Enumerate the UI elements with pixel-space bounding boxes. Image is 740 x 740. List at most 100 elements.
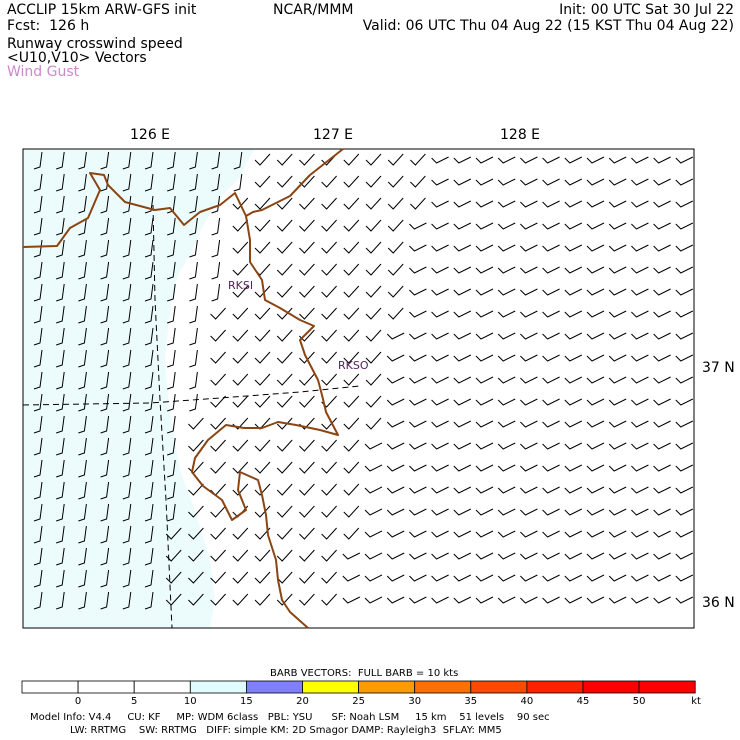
wind-barb <box>631 244 649 252</box>
wind-barb <box>342 552 361 560</box>
wind-barb <box>56 459 65 478</box>
wind-barb <box>78 591 87 610</box>
wind-barb <box>542 464 560 472</box>
wind-barb <box>210 505 226 518</box>
wind-barb <box>56 239 65 258</box>
wind-barb <box>188 549 204 562</box>
wind-barb <box>564 574 583 582</box>
wind-barb <box>33 305 43 324</box>
wind-barb <box>78 525 87 544</box>
wind-barb <box>78 305 87 324</box>
init-time: Init: 00 UTC Sat 30 Jul 22 <box>559 2 734 18</box>
wind-barb <box>100 525 110 544</box>
wind-barb <box>276 285 293 298</box>
wind-barb <box>78 283 87 302</box>
wind-barb <box>167 151 176 170</box>
wind-barb <box>497 200 516 208</box>
wind-barb <box>475 442 494 450</box>
wind-barb <box>653 574 671 582</box>
wind-barb <box>122 569 132 588</box>
wind-barb <box>608 420 627 428</box>
wind-barb <box>475 420 494 428</box>
wind-barb <box>608 376 627 384</box>
colorbar-tick-label: 40 <box>521 696 534 707</box>
wind-barb <box>232 593 249 606</box>
wind-barb <box>144 327 154 346</box>
wind-barb <box>122 371 132 390</box>
wind-barb <box>608 200 627 208</box>
wind-barb <box>167 173 176 192</box>
wind-barb <box>189 393 198 412</box>
wind-barb <box>586 574 605 582</box>
wind-barb <box>299 373 315 386</box>
wind-barb <box>386 552 405 560</box>
wind-barb <box>144 261 154 280</box>
wind-barb <box>409 288 427 296</box>
wind-barb <box>653 530 671 538</box>
wind-barb <box>520 376 538 384</box>
wind-barb <box>475 508 494 516</box>
wind-barb <box>431 530 449 538</box>
wind-barb <box>409 332 427 340</box>
wind-barb <box>321 593 337 606</box>
wind-barb <box>276 175 293 188</box>
wind-barb <box>675 420 694 428</box>
coastline <box>22 148 344 629</box>
wind-barb <box>453 156 472 164</box>
wind-barb <box>188 417 204 430</box>
wind-barb <box>122 547 132 566</box>
wind-barb <box>254 373 271 386</box>
wind-barb <box>387 285 404 298</box>
wind-barb <box>100 217 110 236</box>
wind-barb <box>409 486 427 494</box>
wind-barb <box>299 395 315 408</box>
wind-barb <box>33 239 43 258</box>
wind-barb <box>409 222 427 230</box>
wind-barb <box>78 569 87 588</box>
wind-barb <box>56 305 65 324</box>
field-label-crosswind: Runway crosswind speed <box>7 36 183 52</box>
wind-barb <box>232 461 249 474</box>
colorbar-segment <box>245 680 303 694</box>
wind-barb <box>409 354 427 362</box>
wind-barb <box>144 283 154 302</box>
wind-barb <box>410 175 426 188</box>
field-label-gust: Wind Gust <box>7 64 80 80</box>
lon-label-126: 126 E <box>130 127 171 143</box>
wind-barb <box>497 222 516 230</box>
wind-barb <box>189 173 198 192</box>
wind-barb <box>167 217 176 236</box>
wind-barb <box>386 332 405 340</box>
wind-barb <box>497 596 516 604</box>
wind-barb <box>564 244 583 252</box>
wind-barb <box>608 574 627 582</box>
wind-barb <box>586 332 605 340</box>
wind-barb <box>542 156 560 164</box>
wind-barb <box>653 442 671 450</box>
wind-barb <box>608 354 627 362</box>
wind-barb <box>78 217 87 236</box>
wind-barb <box>254 285 271 298</box>
wind-barb <box>475 552 494 560</box>
lat-label-36: 36 N <box>702 595 735 611</box>
wind-barb <box>497 552 516 560</box>
wind-barb <box>56 151 65 170</box>
wind-barb <box>276 549 293 562</box>
wind-barb <box>100 283 110 302</box>
wind-barb <box>431 288 449 296</box>
colorbar-tick-label: 35 <box>464 696 477 707</box>
wind-barb <box>122 525 132 544</box>
wind-barb <box>453 508 472 516</box>
wind-barb <box>409 376 427 384</box>
wind-barb <box>675 178 694 186</box>
wind-barb <box>254 197 271 210</box>
wind-barb <box>232 527 249 540</box>
wind-barb <box>343 417 360 430</box>
wind-barb <box>144 305 154 324</box>
wind-barb <box>167 261 176 280</box>
wind-barb <box>497 574 516 582</box>
wind-barb <box>165 527 182 540</box>
wind-barb <box>33 283 43 302</box>
wind-barb <box>431 552 449 560</box>
wind-barb <box>475 354 494 362</box>
